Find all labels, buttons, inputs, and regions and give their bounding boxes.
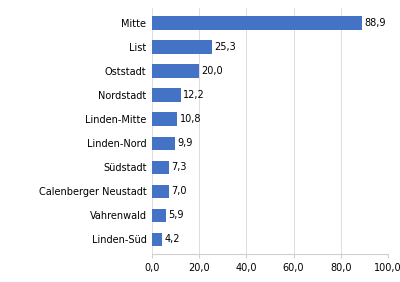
Text: 88,9: 88,9 — [364, 18, 386, 28]
Bar — [152, 185, 168, 198]
Bar — [152, 113, 178, 126]
Bar — [152, 89, 181, 102]
Bar — [152, 160, 169, 174]
Text: 20,0: 20,0 — [202, 66, 223, 76]
Text: 9,9: 9,9 — [178, 138, 193, 148]
Text: 7,0: 7,0 — [171, 186, 186, 196]
Bar — [152, 64, 199, 78]
Text: 4,2: 4,2 — [164, 234, 180, 244]
Text: 10,8: 10,8 — [180, 114, 201, 124]
Bar — [152, 136, 175, 150]
Bar — [152, 233, 162, 246]
Bar — [152, 209, 166, 222]
Text: 5,9: 5,9 — [168, 210, 184, 220]
Bar — [152, 16, 362, 30]
Text: 12,2: 12,2 — [183, 90, 205, 100]
Bar — [152, 40, 212, 54]
Text: 25,3: 25,3 — [214, 42, 236, 52]
Text: 7,3: 7,3 — [172, 162, 187, 172]
